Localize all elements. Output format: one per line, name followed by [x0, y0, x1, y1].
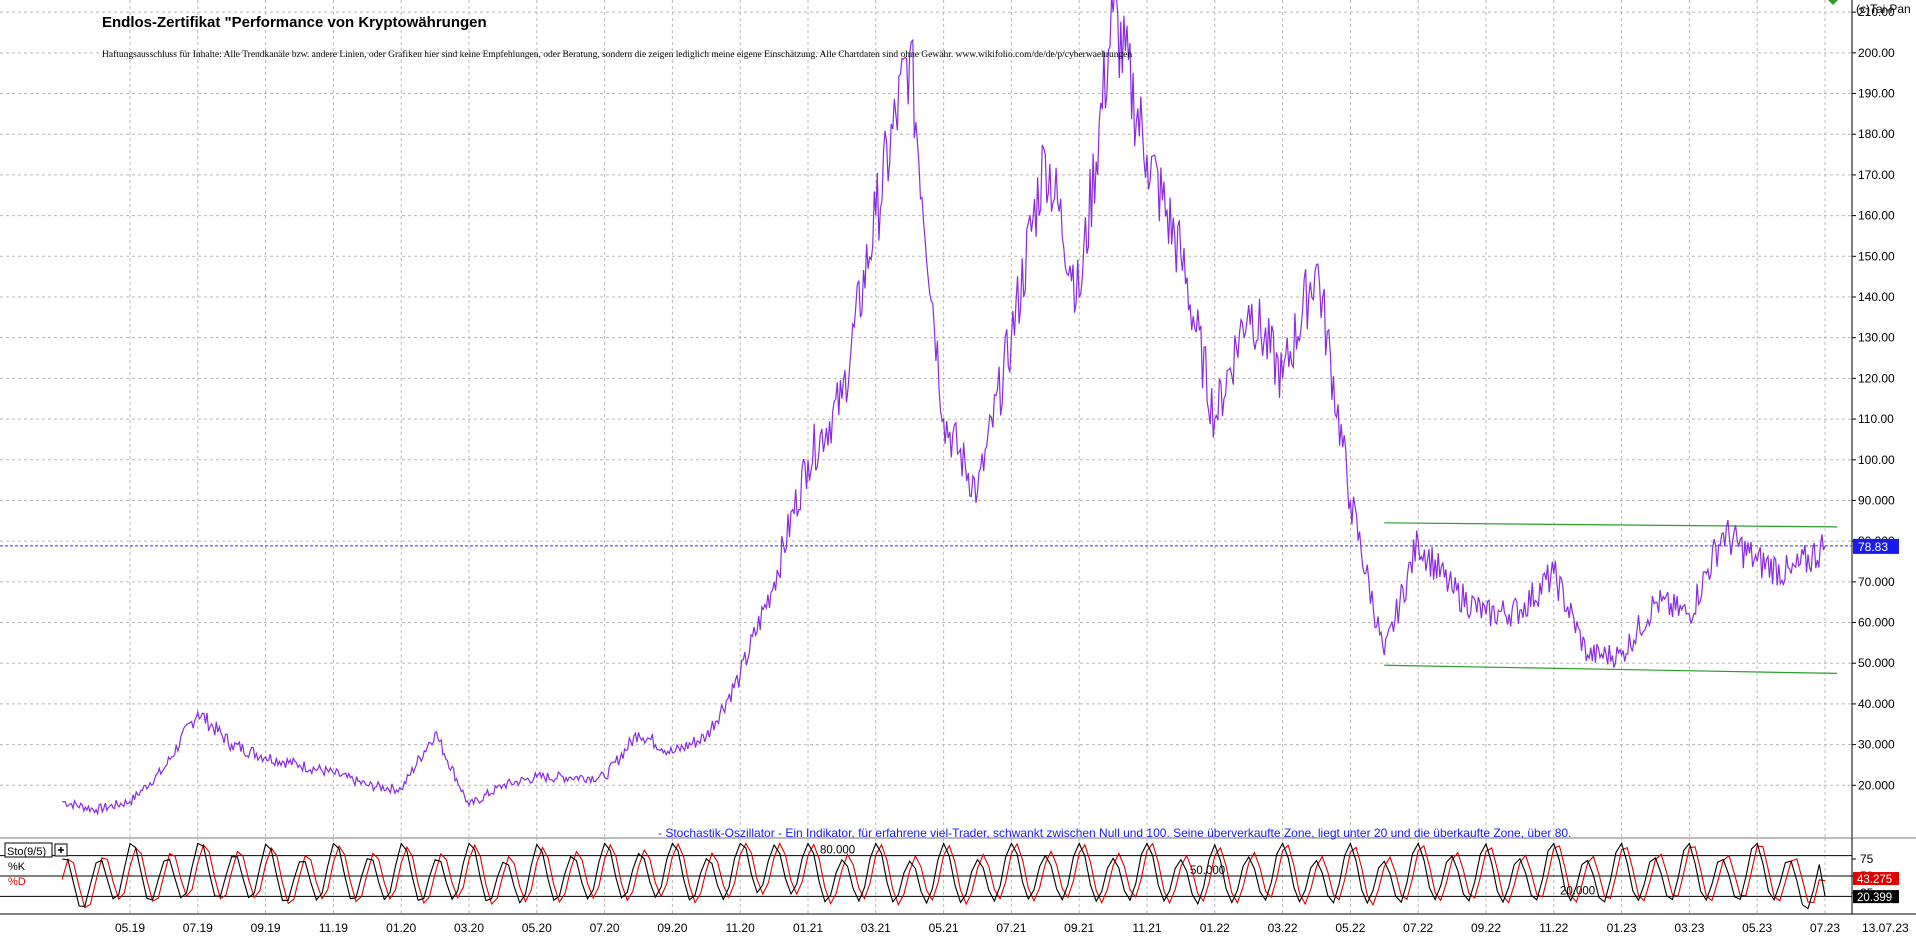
- oscillator-current-badges: 43.275 20.399: [1853, 872, 1899, 904]
- x-tick-label: 07.23: [1810, 921, 1840, 935]
- x-tick-label: 07.22: [1403, 921, 1433, 935]
- x-tick-label: 05.20: [522, 921, 552, 935]
- chart-title: Endlos-Zertifikat "Performance von Krypt…: [102, 14, 487, 31]
- osc-level-label: 80.000: [820, 845, 855, 857]
- copyright-label: (c)Tai-Pan: [1856, 2, 1911, 16]
- price-y-tick-label: 110.00: [1858, 412, 1894, 426]
- price-y-tick-label: 60.000: [1858, 616, 1895, 630]
- k-current-badge: [1853, 872, 1899, 886]
- x-tick-label: 05.22: [1335, 921, 1365, 935]
- x-tick-label: 11.20: [726, 921, 755, 935]
- price-y-tick-label: 140.00: [1858, 290, 1895, 304]
- x-tick-label: 03.21: [861, 921, 891, 935]
- k-legend-label: %K: [8, 861, 26, 873]
- disclaimer-text: Haftungsausschluss für Inhalte: Alle Tre…: [102, 49, 1133, 60]
- price-y-tick-label: 90.000: [1858, 493, 1895, 507]
- x-tick-label: 11.19: [319, 921, 348, 935]
- price-y-tick-label: 200.00: [1858, 46, 1895, 60]
- x-end-label: 13.07.23: [1862, 921, 1909, 935]
- trendlines: [1384, 522, 1838, 675]
- x-axis: 05.19 07.19 09.19 11.19 01.20 03.20 05.20 07.20…: [115, 921, 1840, 935]
- price-y-tick-label: 130.00: [1858, 331, 1895, 345]
- price-y-tick-label: 120.00: [1858, 371, 1895, 385]
- trendline: [1384, 522, 1838, 528]
- price-y-tick-label: 210.00: [1858, 5, 1895, 19]
- osc-y-tick-label: 75: [1860, 852, 1874, 866]
- oscillator-title: Sto(9/5): [7, 846, 46, 858]
- scroll-up-marker[interactable]: [1828, 0, 1838, 5]
- oscillator-legend: Sto(9/5) %K %D: [4, 842, 68, 888]
- price-y-axis: 20.00030.00040.00050.00060.00070.00080.0…: [1852, 5, 1895, 792]
- x-tick-label: 09.21: [1064, 921, 1094, 935]
- x-tick-label: 01.20: [386, 921, 416, 935]
- x-tick-label: 03.20: [454, 921, 484, 935]
- oscillator-note: - Stochastik-Oszillator - Ein Indikator,…: [658, 826, 1571, 840]
- d-series-line: [61, 842, 1826, 909]
- x-tick-label: 05.23: [1742, 921, 1772, 935]
- x-tick-label: 01.21: [793, 921, 823, 935]
- x-tick-label: 05.21: [929, 921, 959, 935]
- osc-level-label: 20.000: [1560, 885, 1595, 897]
- trendline: [1384, 664, 1838, 675]
- price-y-tick-label: 50.000: [1858, 656, 1895, 670]
- x-tick-label: 07.19: [183, 921, 213, 935]
- x-tick-label: 09.19: [251, 921, 281, 935]
- current-value-badge: 78.83: [1853, 538, 1899, 554]
- x-tick-label: 09.20: [657, 921, 687, 935]
- d-current-label: 20.399: [1857, 892, 1892, 904]
- x-tick-label: 03.22: [1268, 921, 1298, 935]
- x-tick-label: 03.23: [1674, 921, 1704, 935]
- price-y-tick-label: 40.000: [1858, 697, 1895, 711]
- current-value-label: 78.83: [1858, 540, 1888, 554]
- price-y-tick-label: 190.00: [1858, 87, 1895, 101]
- price-y-tick-label: 30.000: [1858, 738, 1895, 752]
- x-tick-label: 11.21: [1132, 921, 1161, 935]
- price-series-line: [62, 0, 1826, 816]
- price-y-tick-label: 180.00: [1858, 127, 1895, 141]
- x-tick-label: 11.22: [1539, 921, 1568, 935]
- x-tick-label: 01.23: [1607, 921, 1637, 935]
- oscillator-legend-box: [4, 842, 53, 858]
- k-series-line: [62, 841, 1826, 910]
- d-legend-label: %D: [8, 876, 26, 888]
- k-current-label: 43.275: [1857, 874, 1892, 886]
- price-y-tick-label: 20.000: [1858, 778, 1895, 792]
- x-tick-label: 07.21: [996, 921, 1026, 935]
- d-current-badge: [1853, 890, 1899, 904]
- x-tick-label: 09.22: [1471, 921, 1501, 935]
- x-tick-label: 07.20: [590, 921, 620, 935]
- price-y-tick-label: 150.00: [1858, 249, 1895, 263]
- price-y-tick-label: 100.00: [1858, 453, 1895, 467]
- osc-level-label: 50.000: [1190, 865, 1225, 877]
- price-y-tick-label: 160.00: [1858, 209, 1895, 223]
- x-tick-label: 01.22: [1200, 921, 1230, 935]
- current-value-badge-box: [1853, 538, 1899, 554]
- price-y-tick-label: 70.000: [1858, 575, 1895, 589]
- x-tick-label: 05.19: [115, 921, 145, 935]
- price-y-tick-label: 170.00: [1858, 168, 1895, 182]
